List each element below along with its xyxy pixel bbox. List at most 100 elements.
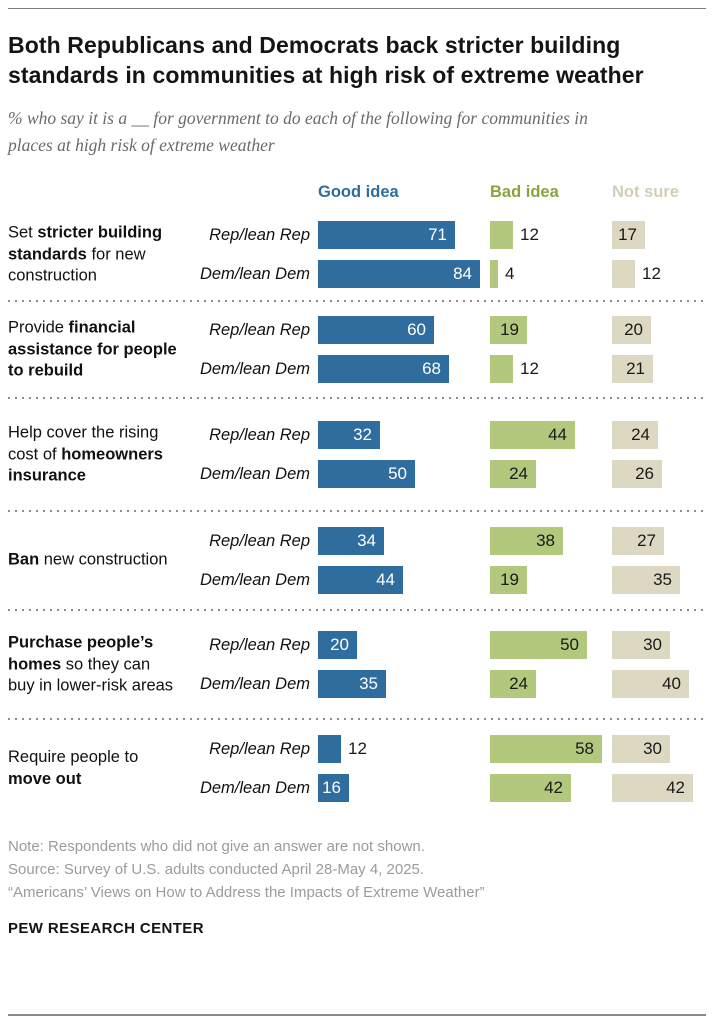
category-label-bold: financial assistance for people to rebui… <box>8 318 177 380</box>
bar-value-label: 50 <box>388 463 407 483</box>
bar-row-rep-lean-rep: Rep/lean Rep 32 44 24 <box>8 420 706 449</box>
bar-value-label: 12 <box>642 263 661 283</box>
bar-value-label: 35 <box>653 569 672 589</box>
bar-bad-idea <box>490 630 587 659</box>
chart-section-3: Help cover the rising cost of homeowners… <box>8 399 706 510</box>
chart-footer: Note: Respondents who did not give an an… <box>8 836 706 937</box>
bar-value-label: 24 <box>509 673 528 693</box>
category-label-regular: so they can buy in lower-risk areas <box>8 654 174 695</box>
bar-value-label: 71 <box>428 224 447 244</box>
bar-good-idea <box>318 354 449 383</box>
bar-bad-idea <box>490 354 513 383</box>
bar-value-label: 30 <box>643 634 662 654</box>
note-text: Note: Respondents who did not give an an… <box>8 837 425 855</box>
bar-bad-idea <box>490 773 571 802</box>
bar-good-idea <box>318 565 403 594</box>
bar-value-label: 24 <box>509 463 528 483</box>
bar-value-label: 42 <box>666 777 685 797</box>
column-headers: Good idea Bad idea Not sure <box>8 183 706 205</box>
bar-value-label: 4 <box>505 263 515 283</box>
section-divider <box>8 299 706 302</box>
category-label: Help cover the rising cost of homeowners… <box>8 423 178 486</box>
category-label: Require people to move out <box>8 747 178 789</box>
bar-bad-idea <box>490 420 575 449</box>
row-label: Rep/lean Rep <box>209 531 310 550</box>
row-label: Dem/lean Dem <box>199 570 310 589</box>
bar-value-label: 35 <box>359 673 378 693</box>
bar-good-idea <box>318 420 380 449</box>
bar-good-idea <box>318 220 455 249</box>
pew-research-center-wordmark: PEW RESEARCH CENTER <box>8 920 204 938</box>
report-title-text: “Americans’ Views on How to Address the … <box>8 883 485 901</box>
bar-value-label: 34 <box>357 530 376 550</box>
bar-row-dem-lean-dem: Dem/lean Dem 35 24 40 <box>8 669 706 698</box>
bar-row-dem-lean-dem: Dem/lean Dem 44 19 35 <box>8 565 706 594</box>
bar-bad-idea <box>490 459 536 488</box>
bar-good-idea <box>318 734 341 763</box>
bar-value-label: 19 <box>500 319 519 339</box>
bar-value-label: 27 <box>637 530 656 550</box>
category-label: Purchase people’s homes so they can buy … <box>8 633 178 696</box>
chart-section-1: Set stricter building standards for new … <box>8 209 706 300</box>
chart-subtitle: % who say it is a __ for government to d… <box>8 107 588 155</box>
chart-section-2: Provide financial assistance for people … <box>8 302 706 397</box>
bar-row-rep-lean-rep: Rep/lean Rep 71 12 17 <box>8 220 706 249</box>
row-label: Rep/lean Rep <box>209 225 310 244</box>
bar-not-sure <box>612 773 693 802</box>
row-label: Dem/lean Dem <box>199 674 310 693</box>
bar-value-label: 12 <box>520 358 539 378</box>
bar-not-sure <box>612 354 653 383</box>
bar-bad-idea <box>490 259 498 288</box>
bar-bad-idea <box>490 315 527 344</box>
bar-not-sure <box>612 734 670 763</box>
category-label-regular: Set <box>8 223 38 242</box>
bar-row-rep-lean-rep: Rep/lean Rep 12 58 30 <box>8 734 706 763</box>
category-label: Set stricter building standards for new … <box>8 223 178 286</box>
bar-not-sure <box>612 565 680 594</box>
bar-row-dem-lean-dem: Dem/lean Dem 50 24 26 <box>8 459 706 488</box>
bar-value-label: 16 <box>322 777 341 797</box>
bar-value-label: 17 <box>618 224 637 244</box>
section-divider <box>8 717 706 720</box>
category-label-regular: Help cover the rising cost of <box>8 423 159 463</box>
bar-row-rep-lean-rep: Rep/lean Rep 20 50 30 <box>8 630 706 659</box>
bar-value-label: 26 <box>635 463 654 483</box>
bar-not-sure <box>612 220 645 249</box>
category-label: Ban new construction <box>8 550 178 571</box>
top-rule <box>8 8 706 9</box>
bar-value-label: 30 <box>643 738 662 758</box>
bottom-rule <box>8 1014 706 1016</box>
row-label: Dem/lean Dem <box>199 359 310 378</box>
bar-value-label: 12 <box>520 224 539 244</box>
category-label-regular: for new construction <box>8 244 146 285</box>
bar-value-label: 84 <box>453 263 472 283</box>
bar-not-sure <box>612 315 651 344</box>
row-label: Rep/lean Rep <box>209 320 310 339</box>
category-label-bold: move out <box>8 769 82 788</box>
category-label-regular: Provide <box>8 318 69 337</box>
bar-value-label: 58 <box>575 738 594 758</box>
bar-value-label: 60 <box>407 319 426 339</box>
bar-not-sure <box>612 630 670 659</box>
bar-value-label: 32 <box>353 424 372 444</box>
bar-not-sure <box>612 669 689 698</box>
bar-value-label: 44 <box>548 424 567 444</box>
chart-section-6: Require people to move out Rep/lean Rep 12… <box>8 720 706 817</box>
bar-value-label: 20 <box>624 319 643 339</box>
bar-row-dem-lean-dem: Dem/lean Dem 68 12 21 <box>8 354 706 383</box>
column-header-not-sure: Not sure <box>612 182 679 201</box>
bar-bad-idea <box>490 220 513 249</box>
bar-bad-idea <box>490 734 602 763</box>
bar-value-label: 19 <box>500 569 519 589</box>
bar-good-idea <box>318 630 357 659</box>
bar-row-rep-lean-rep: Rep/lean Rep 60 19 20 <box>8 315 706 344</box>
bar-good-idea <box>318 259 480 288</box>
row-label: Dem/lean Dem <box>199 464 310 483</box>
section-divider <box>8 396 706 399</box>
row-label: Dem/lean Dem <box>199 264 310 283</box>
bar-value-label: 68 <box>422 358 441 378</box>
bar-good-idea <box>318 315 434 344</box>
bar-row-dem-lean-dem: Dem/lean Dem 16 42 42 <box>8 773 706 802</box>
bar-value-label: 24 <box>631 424 650 444</box>
